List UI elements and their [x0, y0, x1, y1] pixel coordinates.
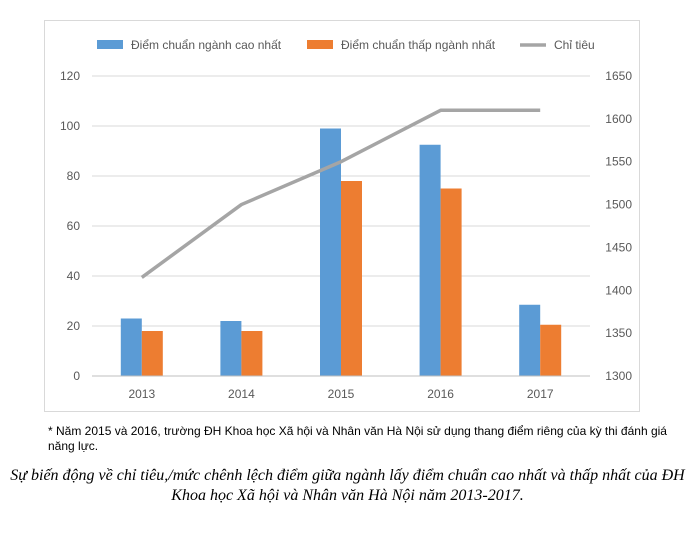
line-series — [140, 108, 541, 279]
y-left-tick-label: 40 — [67, 269, 81, 283]
y-left-tick-label: 0 — [73, 369, 80, 383]
bar — [440, 188, 462, 376]
y-left-tick-label: 120 — [60, 69, 80, 83]
y-right-tick-label: 1650 — [605, 69, 632, 83]
bar — [120, 318, 142, 376]
y-left-tick-label: 60 — [67, 219, 81, 233]
bar — [341, 181, 362, 376]
x-tick-label: 2013 — [128, 387, 155, 401]
chart-frame — [44, 20, 640, 412]
legend-swatch — [307, 40, 333, 49]
chart-canvas: 0 20 40 60 80 100 120 1300 1350 1400 1450 1500 1550 1… — [60, 38, 632, 401]
bars — [120, 128, 562, 376]
y-right-tick-label: 1550 — [605, 155, 632, 169]
bar — [519, 304, 541, 376]
y-left-tick-label: 100 — [60, 119, 80, 133]
bar — [540, 324, 562, 376]
axes: 0 20 40 60 80 100 120 1300 1350 1400 1450 1500 1550 1… — [60, 69, 632, 401]
x-tick-label: 2014 — [228, 387, 255, 401]
chart-caption: Sự biến động về chỉ tiêu,/mức chênh lệch… — [10, 467, 685, 504]
bar — [220, 321, 242, 376]
legend: Điểm chuẩn ngành cao nhất Điểm chuẩn thấp… — [97, 38, 595, 52]
gridlines — [92, 75, 590, 327]
bar — [419, 144, 441, 376]
y-left-tick-label: 80 — [67, 169, 81, 183]
y-right-tick-label: 1400 — [605, 283, 632, 297]
legend-swatch — [97, 40, 123, 49]
legend-label: Chỉ tiêu — [554, 38, 595, 52]
y-right-tick-label: 1450 — [605, 240, 632, 254]
x-tick-label: 2017 — [527, 387, 554, 401]
y-right-tick-label: 1500 — [605, 198, 632, 212]
y-left-tick-label: 20 — [67, 319, 81, 333]
bar — [241, 331, 263, 376]
y-right-tick-label: 1300 — [605, 369, 632, 383]
bar — [141, 331, 163, 376]
footnote: * Năm 2015 và 2016, trường ĐH Khoa học X… — [48, 424, 667, 453]
line-series-path — [140, 108, 541, 279]
bar — [320, 128, 341, 376]
y-right-tick-label: 1350 — [605, 326, 632, 340]
x-tick-label: 2016 — [427, 387, 454, 401]
legend-label: Điểm chuẩn thấp ngành nhất — [341, 38, 496, 52]
x-tick-label: 2015 — [328, 387, 355, 401]
y-right-tick-label: 1600 — [605, 112, 632, 126]
legend-label: Điểm chuẩn ngành cao nhất — [131, 38, 282, 52]
